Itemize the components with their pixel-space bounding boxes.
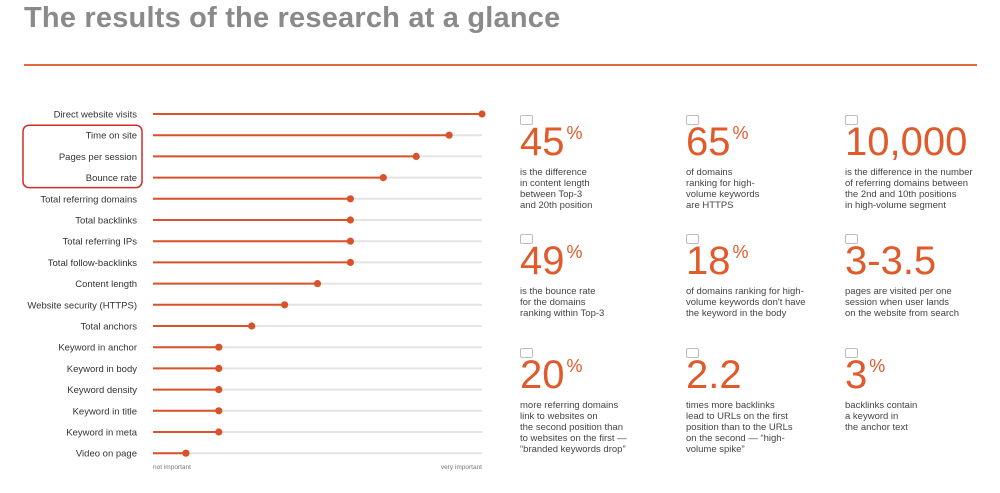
title-divider — [24, 64, 977, 66]
stat-description: times more backlinks lead to URLs on the … — [686, 400, 793, 455]
value-dot — [215, 428, 223, 436]
axis-min-label: not important — [153, 464, 191, 471]
importance-lollipop-chart: Direct website visits Time on site Pages p… — [22, 110, 486, 471]
value-dot — [379, 174, 387, 182]
stat-value: 49% — [520, 241, 680, 281]
stat-number: 3 — [845, 353, 868, 397]
stat-value: 3% — [845, 355, 1000, 395]
axis-max-label: very important — [441, 464, 482, 471]
category-label: Time on site — [86, 131, 137, 142]
category-label: Bounce rate — [86, 173, 137, 184]
category-label: Video on page — [76, 449, 137, 460]
stat-description: is the bounce rate for the domains ranking… — [520, 286, 605, 319]
category-label: Content length — [75, 279, 137, 290]
browser-icon — [686, 348, 699, 358]
pointer-icon — [845, 348, 858, 358]
stat-card: 20% more referring domains link to website… — [520, 348, 680, 455]
stat-number: 20 — [520, 353, 565, 397]
category-label: Keyword in title — [73, 406, 137, 417]
stat-value: 65% — [686, 122, 846, 162]
value-dot — [346, 237, 354, 245]
eye-icon — [845, 234, 858, 244]
category-label: Pages per session — [59, 152, 137, 163]
stat-description: of domains ranking for high-volume keywor… — [686, 167, 760, 211]
stat-card: 3-3.5 pages are visited per one session wh… — [845, 234, 1000, 319]
value-dot — [215, 364, 223, 372]
category-label: Keyword density — [67, 385, 137, 396]
stat-description: pages are visited per one session when us… — [845, 286, 960, 319]
category-label: Keyword in body — [67, 364, 137, 375]
value-dot — [215, 343, 223, 351]
category-label: Total referring IPs — [63, 237, 138, 248]
stat-description: is the difference in content length betwee… — [520, 167, 593, 211]
stat-number: 45 — [520, 120, 565, 164]
value-dot — [215, 386, 223, 394]
stat-number: 65 — [686, 120, 731, 164]
stat-number: 18 — [686, 239, 731, 283]
value-dot — [313, 280, 322, 288]
category-label: Keyword in meta — [66, 428, 137, 439]
stat-symbol: % — [566, 242, 583, 262]
category-label: Website security (HTTPS) — [27, 300, 137, 311]
return-arrow-icon — [520, 234, 533, 244]
lock-icon — [686, 115, 699, 125]
key-icon — [686, 234, 699, 244]
stat-card: 10,000 is the difference in the number of … — [845, 115, 1000, 211]
stat-card: 3% backlinks contain a keyword in the ancho… — [845, 348, 1000, 433]
stat-value: 45% — [520, 122, 680, 162]
stat-card: 2.2 times more backlinks lead to URLs on t… — [686, 348, 846, 455]
stat-value: 18% — [686, 241, 846, 281]
value-dot — [346, 258, 354, 266]
stat-card: 49% is the bounce rate for the domains rank… — [520, 234, 680, 319]
stat-number: 3-3.5 — [845, 239, 937, 283]
value-dot — [248, 322, 256, 330]
category-label: Total anchors — [80, 322, 137, 333]
stat-symbol: % — [566, 356, 583, 376]
stat-description: backlinks contain a keyword in the anchor … — [845, 400, 918, 433]
highlight-box — [22, 124, 143, 189]
stat-card: 18% of domains ranking for high-volume ke… — [686, 234, 846, 319]
category-label: Total follow-backlinks — [48, 258, 137, 269]
value-dot — [412, 152, 420, 160]
value-dot — [445, 131, 453, 139]
stat-description: more referring domains link to websites o… — [520, 400, 627, 455]
stat-card: 45% is the difference in content length bet… — [520, 115, 680, 211]
value-dot — [478, 110, 486, 118]
category-label: Keyword in anchor — [58, 343, 137, 354]
link-icon — [520, 348, 533, 358]
stat-symbol: % — [869, 356, 886, 376]
category-label: Total referring domains — [40, 194, 137, 205]
stat-value: 3-3.5 — [845, 241, 1000, 281]
value-dot — [346, 195, 354, 203]
stat-number: 10,000 — [845, 120, 968, 164]
stat-card: 65% of domains ranking for high-volume key… — [686, 115, 846, 211]
stat-description: of domains ranking for high-volume keywo… — [686, 286, 806, 319]
category-label: Total backlinks — [75, 216, 137, 227]
stat-value: 20% — [520, 355, 680, 395]
stat-number: 2.2 — [686, 353, 742, 397]
stat-value: 10,000 — [845, 122, 1000, 162]
stat-symbol: % — [566, 123, 583, 143]
stat-symbol: % — [732, 242, 749, 262]
stat-number: 49 — [520, 239, 565, 283]
server-icon — [845, 115, 858, 125]
stat-symbol: % — [732, 123, 749, 143]
stat-value: 2.2 — [686, 355, 846, 395]
page-title: The results of the research at a glance — [24, 2, 561, 34]
value-dot — [215, 407, 223, 415]
document-icon — [520, 115, 533, 125]
stat-description: is the difference in the number of referr… — [845, 167, 973, 211]
value-dot — [346, 216, 354, 224]
value-dot — [281, 301, 289, 309]
value-dot — [182, 449, 190, 457]
category-label: Direct website visits — [54, 110, 138, 121]
